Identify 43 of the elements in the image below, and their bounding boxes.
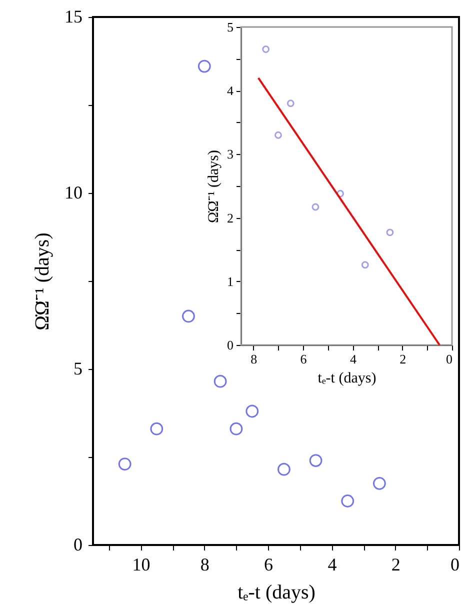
- point: [386, 228, 394, 236]
- x-tick-label: 6: [300, 352, 308, 366]
- y-tick-label: 0: [227, 338, 234, 352]
- y-tick-label: 5: [74, 358, 82, 378]
- point: [309, 454, 322, 467]
- point: [182, 310, 195, 323]
- point: [230, 422, 243, 436]
- point: [372, 476, 386, 490]
- point: [262, 46, 270, 53]
- x-tick-label: 0: [446, 352, 452, 366]
- y-tick-label: 0: [74, 534, 82, 554]
- point: [286, 100, 294, 108]
- y-axis-title: Ω̇Ω̈⁻¹ (days): [32, 232, 54, 330]
- x-tick-label: 2: [400, 352, 406, 366]
- y-tick-label: 4: [227, 83, 234, 98]
- x-tick-label: 10: [132, 554, 150, 574]
- point: [198, 60, 211, 73]
- point: [336, 190, 344, 198]
- point: [278, 462, 290, 476]
- point: [312, 203, 320, 211]
- x-tick-label: 0: [450, 554, 460, 574]
- point: [246, 404, 259, 418]
- point: [150, 422, 164, 436]
- point: [274, 131, 282, 139]
- y-tick-label: 2: [227, 210, 234, 226]
- y-tick-label: 15: [64, 6, 82, 26]
- x-tick-label: 2: [391, 554, 400, 574]
- point: [341, 494, 354, 508]
- point: [361, 261, 369, 269]
- y-tick-label: 10: [64, 182, 82, 202]
- x-tick-label: 6: [264, 554, 274, 574]
- y-tick-label: 3: [227, 146, 234, 162]
- x-tick-label: 4: [350, 352, 357, 366]
- point: [118, 458, 132, 470]
- x-axis-title: tₑ-t (days): [238, 582, 316, 604]
- x-axis-title: tₑ-t (days): [318, 370, 376, 386]
- x-tick-label: 4: [328, 554, 337, 574]
- x-tick-label: 8: [200, 554, 210, 574]
- y-axis-title: Ω̇Ω̈⁻¹ (days): [206, 150, 222, 224]
- point: [214, 374, 227, 388]
- y-tick-label: 5: [227, 20, 234, 34]
- x-tick-label: 8: [250, 352, 258, 366]
- y-tick-label: 1: [227, 274, 234, 289]
